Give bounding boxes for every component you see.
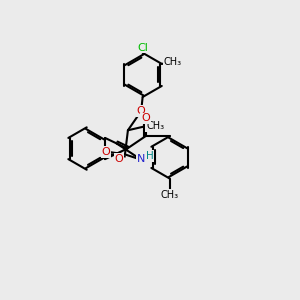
Text: Cl: Cl	[137, 43, 148, 52]
Text: H: H	[146, 151, 153, 161]
Text: CH₃: CH₃	[146, 121, 164, 131]
Text: O: O	[137, 106, 146, 116]
Text: CH₃: CH₃	[161, 190, 179, 200]
Text: O: O	[115, 154, 123, 164]
Text: O: O	[102, 147, 110, 157]
Text: O: O	[141, 113, 150, 124]
Text: CH₃: CH₃	[164, 57, 182, 68]
Text: N: N	[136, 154, 145, 164]
